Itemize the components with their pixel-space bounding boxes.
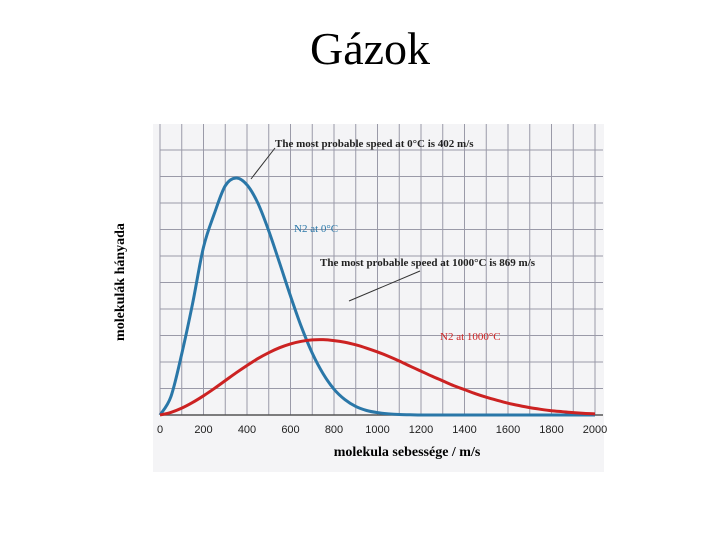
annotation-leader-1000c xyxy=(348,270,421,302)
series-lines xyxy=(158,176,596,417)
x-tick-label: 400 xyxy=(238,424,256,436)
annotation-0c: The most probable speed at 0°C is 402 m/… xyxy=(275,138,474,150)
x-axis-title: molekula sebessége / m/s xyxy=(334,445,481,460)
series-line-n2-1000c xyxy=(159,338,596,417)
series-line-n2-0c xyxy=(158,176,595,417)
series-label-n2-0c: N2 at 0°C xyxy=(294,223,338,235)
x-tick-label: 1200 xyxy=(409,424,433,436)
x-tick-label: 2000 xyxy=(583,424,607,436)
annotation-1000c: The most probable speed at 1000°C is 869… xyxy=(320,257,536,269)
x-tick-labels: 0 200 400 600 800 1000 1200 1400 1600 1800 2000 xyxy=(157,424,607,436)
x-tick-label: 600 xyxy=(281,424,299,436)
x-tick-label: 0 xyxy=(157,424,163,436)
x-tick-label: 200 xyxy=(194,424,212,436)
series-label-n2-1000c: N2 at 1000°C xyxy=(440,331,501,343)
annotation-leader-0c xyxy=(250,147,276,180)
slide-title: Gázok xyxy=(309,23,431,74)
x-tick-label: 1800 xyxy=(539,424,563,436)
x-tick-label: 800 xyxy=(325,424,343,436)
x-tick-label: 1400 xyxy=(452,424,476,436)
x-tick-label: 1000 xyxy=(365,424,389,436)
annotations: N2 at 0°C N2 at 1000°C The most probable s… xyxy=(250,138,536,343)
x-tick-label: 1600 xyxy=(496,424,520,436)
